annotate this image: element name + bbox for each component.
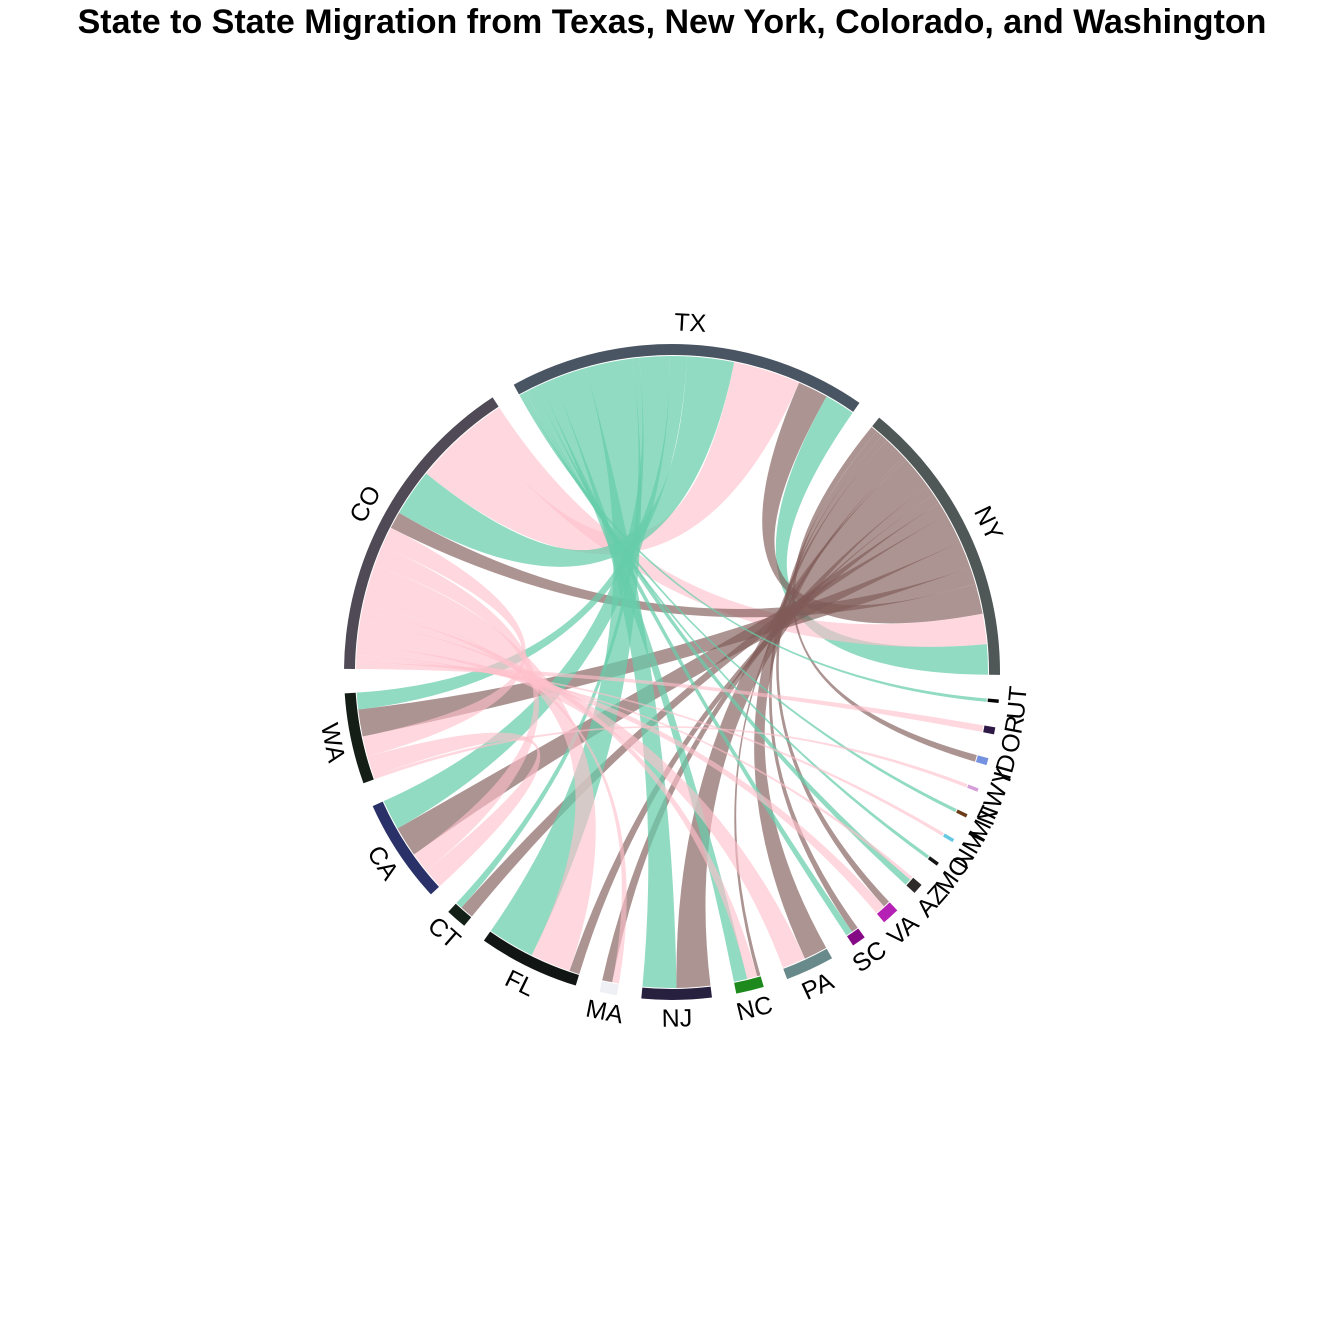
sector-label-nc: NC xyxy=(734,991,776,1027)
sector-label-pa: PA xyxy=(798,967,839,1006)
sector-arc-tx xyxy=(513,343,860,412)
chord-link-wa-ca xyxy=(367,732,541,887)
chord-link-co-wa xyxy=(362,527,526,757)
chord-link-tx-fl xyxy=(490,358,642,956)
chord-link-ny-wa xyxy=(358,542,971,737)
sector-arc-sc xyxy=(847,928,865,946)
sector-arc-ny xyxy=(872,417,1001,675)
sector-label-nj: NJ xyxy=(661,1004,692,1032)
chord-link-ny-va xyxy=(776,431,890,907)
sector-arc-mt xyxy=(956,809,968,818)
sector-arc-wa xyxy=(344,692,374,784)
chord-link-tx-sc xyxy=(534,384,853,936)
chord-link-tx-nc xyxy=(540,379,748,982)
chord-link-ny-tx xyxy=(762,382,983,624)
sector-label-fl: FL xyxy=(501,964,540,1002)
sector-label-or: OR xyxy=(996,713,1030,755)
sector-arc-or xyxy=(983,725,996,735)
sector-label-ma: MA xyxy=(583,995,626,1030)
sector-arc-mo xyxy=(927,856,939,866)
chord-link-co-tx xyxy=(426,362,800,555)
sector-arc-nm xyxy=(943,833,955,843)
chord-link-co-or xyxy=(356,662,984,733)
sector-arc-az xyxy=(906,877,922,893)
sector-arc-va xyxy=(876,902,898,923)
links-layer xyxy=(356,356,989,989)
sector-label-wa: WA xyxy=(315,721,351,766)
chord-link-co-ca xyxy=(374,546,540,871)
sector-arc-id xyxy=(975,755,989,766)
sector-arc-nj xyxy=(641,986,712,1000)
sector-label-tx: TX xyxy=(674,308,708,338)
sector-arc-ut xyxy=(987,698,999,703)
sector-arc-fl xyxy=(483,931,579,986)
chart-title: State to State Migration from Texas, New… xyxy=(77,3,1267,41)
sector-arc-ca xyxy=(372,801,439,895)
chord-link-co-fl xyxy=(363,565,596,971)
sector-arc-pa xyxy=(783,948,833,980)
chord-link-tx-ny xyxy=(775,396,989,675)
sector-label-ny: NY xyxy=(968,502,1008,546)
sector-arc-co xyxy=(344,397,499,669)
sector-label-ut: UT xyxy=(1002,685,1033,721)
sector-label-co: CO xyxy=(344,481,387,527)
sector-arc-ct xyxy=(448,903,472,926)
sector-arc-nwy xyxy=(967,784,979,792)
chord-link-tx-ca xyxy=(383,356,670,829)
chord-link-ny-nj xyxy=(676,459,928,988)
sectors-layer xyxy=(344,343,1001,1000)
sector-arc-nc xyxy=(734,976,764,994)
sector-arc-ma xyxy=(599,981,619,996)
chord-link-tx-nj xyxy=(553,368,677,989)
